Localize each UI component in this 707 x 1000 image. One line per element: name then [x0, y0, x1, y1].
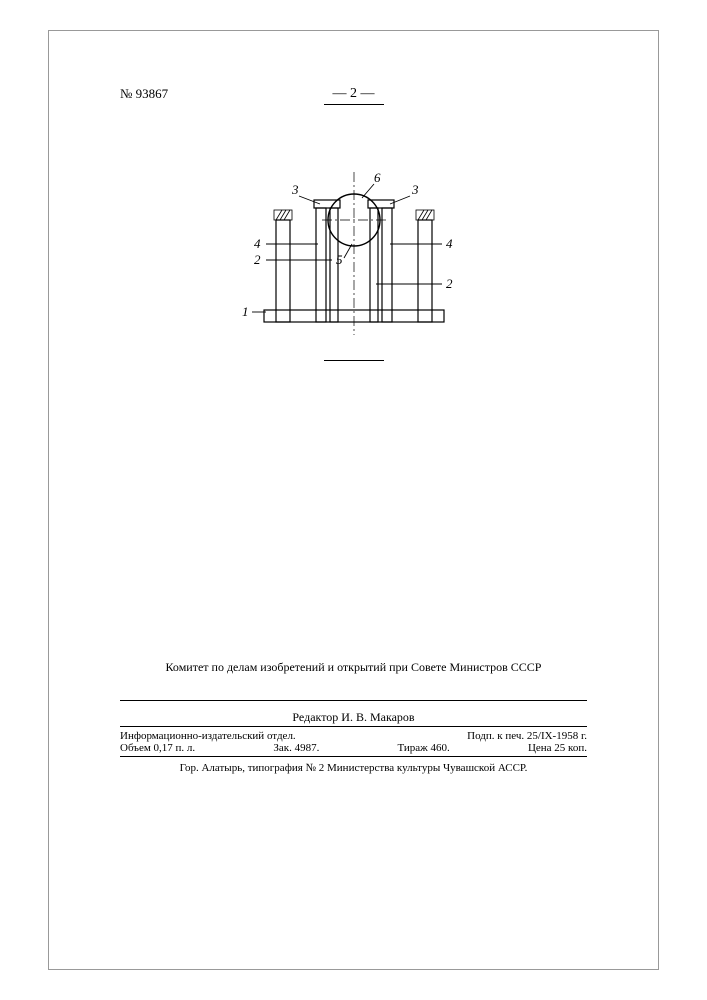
figure-label-5: 5: [336, 252, 343, 267]
rule-under-figure: [324, 360, 384, 361]
printer-line: Гор. Алатырь, типография № 2 Министерств…: [0, 762, 707, 774]
hr-below-colophon: [120, 756, 587, 757]
colophon-tirage: Тираж 460.: [397, 742, 449, 754]
figure-label-3: 3: [291, 182, 299, 197]
colophon-price: Цена 25 коп.: [528, 742, 587, 754]
figure-label-4: 4: [254, 236, 261, 251]
page-number: — 2 —: [0, 86, 707, 102]
figure-label-6: 6: [374, 170, 381, 185]
figure-label-2: 2: [254, 252, 261, 267]
colophon-volume: Объем 0,17 п. л.: [120, 742, 195, 754]
figure-label-3r: 3: [411, 182, 419, 197]
page: № 93867 — 2 —: [0, 0, 707, 1000]
colophon-dept: Информационно-издательский отдел.: [120, 730, 296, 742]
colophon-row-2: Объем 0,17 п. л. Зак. 4987. Тираж 460. Ц…: [120, 742, 587, 754]
figure: 3 3 6 4 4 2 2 1 5: [0, 160, 707, 345]
hr-below-editor: [120, 726, 587, 727]
editor-line: Редактор И. В. Макаров: [0, 710, 707, 725]
colophon-row-1: Информационно-издательский отдел. Подп. …: [120, 730, 587, 742]
figure-label-1: 1: [242, 304, 249, 319]
colophon-order: Зак. 4987.: [273, 742, 319, 754]
figure-label-2r: 2: [446, 276, 453, 291]
figure-label-4r: 4: [446, 236, 453, 251]
colophon-date: Подп. к печ. 25/IX-1958 г.: [467, 730, 587, 742]
rule-under-pagenum: [324, 104, 384, 105]
committee-line: Комитет по делам изобретений и открытий …: [0, 660, 707, 675]
hr-above-editor: [120, 700, 587, 701]
